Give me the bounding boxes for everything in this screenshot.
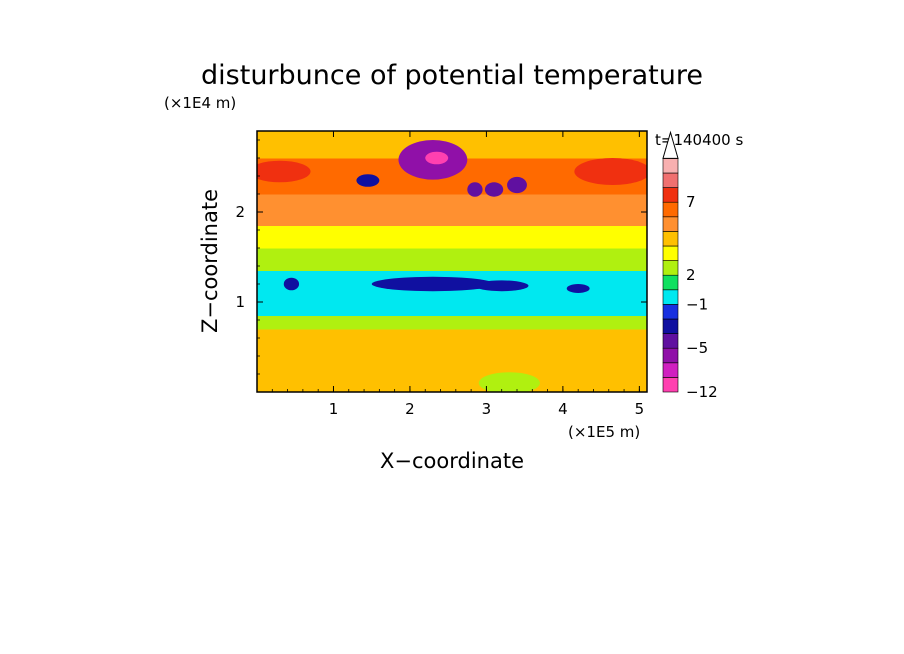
colorbar-segment [662,172,679,188]
colorbar-label: −1 [686,295,708,313]
colorbar-label: 7 [686,193,696,211]
heatmap-field [257,131,647,392]
y-axis-ticks: 12 [235,139,647,375]
time-label: t=140400 s [655,131,743,149]
y-tick-label: 2 [235,203,245,221]
x-axis-label: X−coordinate [380,449,524,473]
colorbar-extend-arrow [662,130,679,159]
colorbar-segment [662,289,679,305]
colorbar-segment [662,274,679,291]
x-tick-label: 3 [482,400,492,418]
x-tick-label: 1 [329,400,339,418]
colorbar-label: −5 [686,339,708,357]
colorbar-segment [662,260,679,276]
x-tick-label: 5 [635,400,645,418]
colorbar-segment [662,362,679,378]
plot-frame [256,130,648,393]
field-feature [478,372,540,392]
field-feature [507,176,527,194]
field-feature [283,277,300,291]
colorbar-segment [662,304,679,320]
field-feature [474,280,529,292]
x-unit-label: (×1E5 m) [568,423,640,441]
colorbar-segment [662,245,679,261]
colorbar: 7 2 −1 −5 −12 [662,130,718,401]
colorbar-segment [662,318,679,334]
x-tick-label: 2 [405,400,415,418]
colorbar-segment [662,216,679,232]
field-feature [484,182,504,197]
field-band [257,194,647,226]
colorbar-segment [662,231,679,247]
colorbar-segment [662,187,679,203]
y-unit-label: (×1E4 m) [164,94,236,112]
field-band [257,329,647,375]
field-feature [566,284,590,293]
field-feature [257,160,311,183]
y-axis-label: Z−coordinate [198,189,222,333]
x-axis-ticks: 1 2 3 4 5 [271,131,645,418]
field-band [257,225,647,249]
y-tick-label: 1 [235,293,245,311]
colorbar-segment [662,158,679,174]
colorbar-segment [662,377,679,393]
colorbar-label: 2 [686,266,696,284]
chart-title: disturbunce of potential temperature [201,60,703,91]
field-feature [425,151,449,165]
field-feature [467,182,483,197]
field-band [257,374,647,392]
field-feature [356,174,380,187]
field-feature [574,158,647,185]
colorbar-label: −12 [686,383,718,401]
colorbar-segment [662,347,679,364]
colorbar-segment [662,201,679,218]
field-band [257,315,647,330]
colorbar-segment [662,333,679,349]
field-band [257,248,647,271]
field-feature [371,276,495,292]
x-tick-label: 4 [558,400,568,418]
